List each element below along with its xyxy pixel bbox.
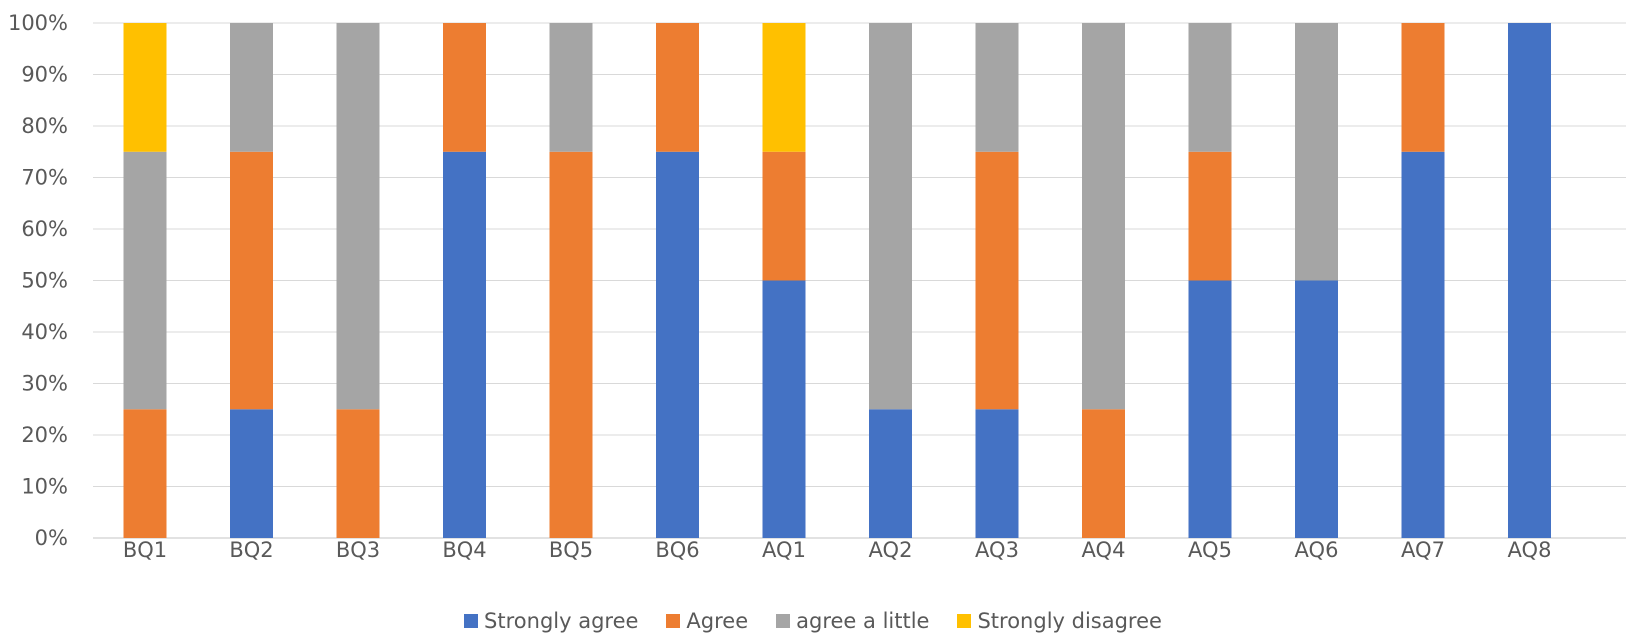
bar-segment-bq2-agree-a-little [230, 23, 273, 152]
x-tick-label: BQ6 [655, 538, 699, 562]
bar-segment-aq8-strongly-agree [1508, 23, 1551, 538]
legend-item: agree a little [776, 609, 929, 633]
y-tick-label: 90% [21, 63, 68, 87]
bar-segment-bq3-agree [336, 409, 380, 538]
x-tick-label: AQ5 [1188, 538, 1232, 562]
bar-segment-aq6-strongly-agree [1295, 280, 1338, 538]
x-tick-label: AQ4 [1082, 538, 1126, 562]
bar-segment-bq6-agree [656, 23, 699, 152]
bar-segment-aq2-strongly-agree [869, 409, 912, 538]
y-tick-label: 20% [21, 423, 68, 447]
x-tick-label: AQ1 [762, 538, 806, 562]
x-tick-label: BQ5 [549, 538, 593, 562]
bar-segment-bq4-agree [443, 23, 486, 152]
y-tick-label: 10% [21, 475, 68, 499]
y-tick-label: 80% [21, 114, 68, 138]
bar-segment-aq3-strongly-agree [975, 409, 1019, 538]
bar-segment-aq5-agree-a-little [1188, 23, 1232, 152]
x-axis-ticks: BQ1 BQ2 BQ3 BQ4 BQ5 BQ6 AQ1 AQ2 AQ3 AQ4 AQ5 AQ6 AQ7 A… [123, 538, 1552, 562]
bars [123, 23, 1551, 538]
y-tick-label: 50% [21, 269, 68, 293]
y-tick-label: 60% [21, 217, 68, 241]
legend-swatch [957, 614, 972, 628]
legend-swatch [666, 614, 681, 628]
gridlines [93, 22, 1626, 539]
y-tick-label: 100% [8, 11, 68, 35]
x-tick-label: AQ7 [1401, 538, 1445, 562]
legend-item: Strongly disagree [957, 609, 1162, 633]
legend-item: Agree [666, 609, 748, 633]
bar-segment-bq4-strongly-agree [443, 151, 486, 538]
legend-swatch [776, 614, 791, 628]
bar-segment-aq1-agree [762, 151, 806, 281]
bar-segment-bq6-strongly-agree [656, 151, 699, 538]
bar-segment-aq1-strongly-agree [762, 280, 806, 538]
bar-segment-aq5-strongly-agree [1188, 280, 1232, 538]
y-axis-ticks: 0% 10% 20% 30% 40% 50% 60% 70% 80% 90% 100% [8, 11, 68, 550]
x-tick-label: AQ2 [869, 538, 913, 562]
bar-segment-bq2-strongly-agree [230, 409, 273, 538]
legend-label: Strongly agree [484, 609, 639, 633]
y-tick-label: 70% [21, 166, 68, 190]
y-tick-label: 30% [21, 372, 68, 396]
stacked-bar-chart: 0% 10% 20% 30% 40% 50% 60% 70% 80% 90% 100% BQ1 BQ2… [8, 11, 1626, 562]
bar-segment-aq6-agree-a-little [1295, 23, 1338, 281]
x-tick-label: AQ3 [975, 538, 1019, 562]
bar-segment-bq1-agree-a-little [123, 151, 167, 410]
x-tick-label: BQ2 [229, 538, 273, 562]
y-tick-label: 0% [35, 526, 68, 550]
legend-item: Strongly agree [464, 609, 638, 633]
x-tick-label: BQ1 [123, 538, 167, 562]
bar-segment-aq3-agree-a-little [975, 23, 1019, 152]
bar-segment-bq1-agree [123, 409, 167, 538]
x-tick-label: BQ4 [442, 538, 486, 562]
bar-segment-aq7-agree [1401, 23, 1445, 152]
x-tick-label: AQ8 [1508, 538, 1552, 562]
legend-label: agree a little [796, 609, 930, 633]
bar-segment-bq5-agree [549, 151, 593, 538]
legend: Strongly agree Agree agree a little Strongl… [0, 606, 1626, 636]
bar-segment-aq4-agree-a-little [1082, 23, 1125, 410]
legend-swatch [464, 614, 479, 628]
bar-segment-bq1-strongly-disagree [123, 23, 167, 152]
bar-segment-aq3-agree [975, 151, 1019, 410]
bar-segment-aq1-strongly-disagree [762, 23, 806, 152]
legend-label: Strongly disagree [977, 609, 1162, 633]
x-tick-label: BQ3 [336, 538, 380, 562]
bar-segment-aq4-agree [1082, 409, 1125, 538]
bar-segment-aq2-agree-a-little [869, 23, 912, 410]
y-tick-label: 40% [21, 320, 68, 344]
x-tick-label: AQ6 [1295, 538, 1339, 562]
bar-segment-bq5-agree-a-little [549, 23, 593, 152]
legend-label: Agree [686, 609, 749, 633]
bar-segment-aq7-strongly-agree [1401, 151, 1445, 538]
bar-segment-aq5-agree [1188, 151, 1232, 281]
bar-segment-bq2-agree [230, 151, 273, 410]
bar-segment-bq3-agree-a-little [336, 23, 380, 410]
